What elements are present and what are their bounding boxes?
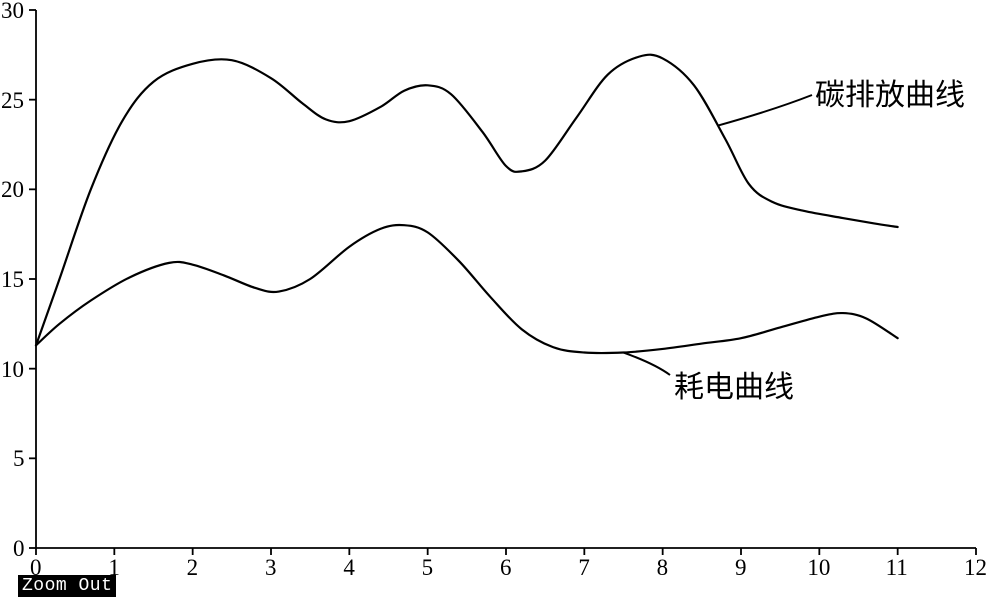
x-tick-label: 8	[657, 555, 669, 581]
x-tick-label: 6	[500, 555, 512, 581]
x-tick-label: 11	[886, 555, 908, 581]
y-tick-label: 5	[13, 446, 25, 472]
power_consumption-curve	[36, 225, 898, 353]
line-chart: Zoom Out 0123456789101112051015202530碳排放…	[0, 0, 1000, 607]
x-tick-label: 5	[422, 555, 434, 581]
y-tick-label: 10	[1, 357, 24, 383]
x-tick-label: 3	[265, 555, 277, 581]
x-tick-label: 7	[578, 555, 590, 581]
x-tick-label: 9	[735, 555, 747, 581]
y-tick-label: 25	[1, 88, 24, 114]
power_consumption-label: 耗电曲线	[674, 362, 794, 406]
y-tick-label: 15	[1, 267, 24, 293]
x-tick-label: 12	[964, 555, 987, 581]
x-tick-label: 4	[343, 555, 355, 581]
carbon_emission-curve	[36, 55, 898, 346]
carbon_emission-callout	[718, 95, 813, 126]
power_consumption-callout	[624, 353, 671, 375]
x-tick-label: 2	[187, 555, 199, 581]
y-tick-label: 20	[1, 177, 24, 203]
carbon_emission-label: 碳排放曲线	[815, 70, 965, 114]
y-tick-label: 0	[13, 536, 25, 562]
x-tick-label: 1	[108, 555, 120, 581]
y-tick-label: 30	[1, 0, 24, 24]
x-tick-label: 0	[30, 555, 42, 581]
x-tick-label: 10	[807, 555, 830, 581]
